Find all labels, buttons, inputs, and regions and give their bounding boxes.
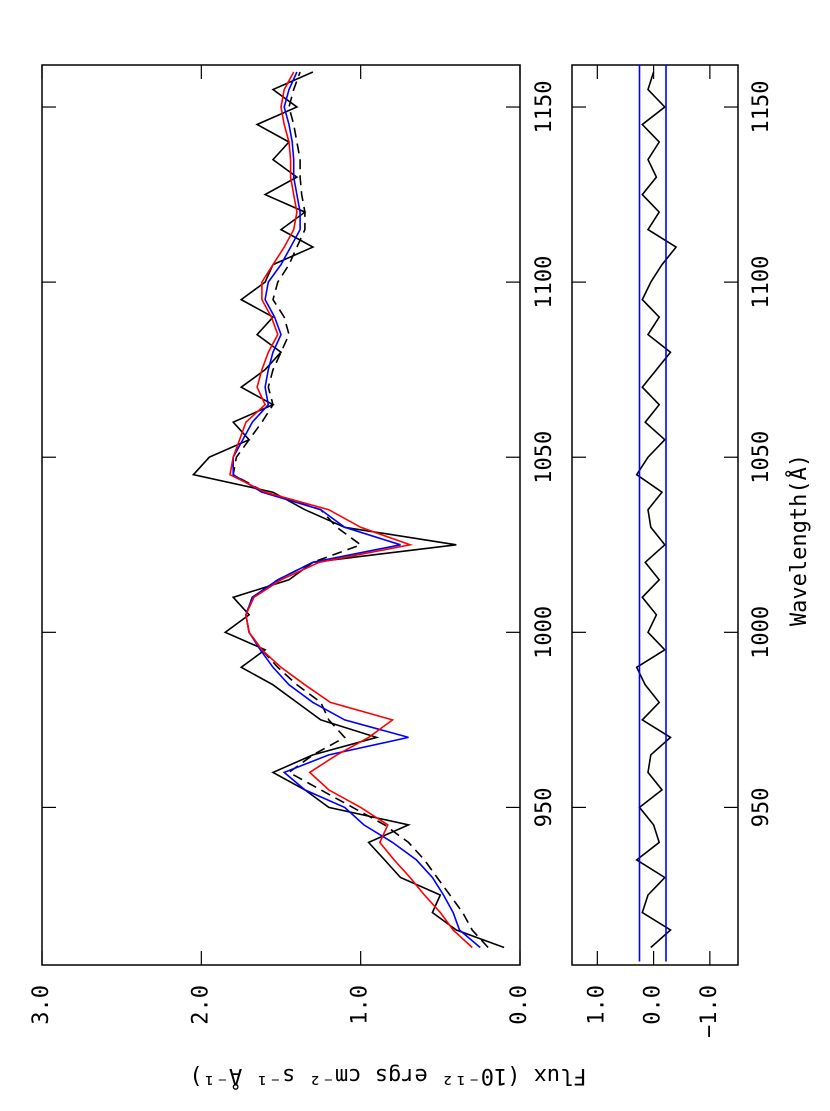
x-tick-label: 1100: [532, 256, 557, 309]
x-tick-label: 950: [749, 788, 774, 828]
y-tick-label: 1.0: [584, 985, 609, 1025]
x-axis-label: Wavelength(Å): [785, 454, 812, 626]
y-tick-label: 1.0: [348, 985, 373, 1025]
main-frame: [41, 64, 521, 966]
x-tick-label: 1100: [749, 256, 774, 309]
series-line: [229, 71, 473, 949]
x-tick-label: 1000: [749, 606, 774, 659]
y-tick-label: −1.0: [697, 985, 722, 1038]
series-line: [232, 71, 489, 949]
series-line: [635, 71, 678, 949]
x-tick-label: 1150: [749, 81, 774, 134]
x-tick-label: 1150: [532, 81, 557, 134]
x-tick-label: 950: [532, 788, 557, 828]
y-axis-label: Flux (10⁻¹² ergs cm⁻² s⁻¹ Å⁻¹): [189, 1063, 586, 1090]
y-tick-label: 3.0: [29, 985, 54, 1025]
y-tick-label: 0.0: [641, 985, 666, 1025]
y-tick-label: 2.0: [188, 985, 213, 1025]
series-line: [191, 71, 505, 949]
x-tick-label: 1000: [532, 606, 557, 659]
series-line: [232, 71, 481, 949]
x-tick-label: 1050: [749, 431, 774, 484]
residual-frame: [571, 64, 739, 966]
y-tick-label: 0.0: [507, 985, 532, 1025]
x-tick-label: 1050: [532, 431, 557, 484]
plot-area: Flux (10⁻¹² ergs cm⁻² s⁻¹ Å⁻¹) Wavelengt…: [29, 64, 812, 1090]
